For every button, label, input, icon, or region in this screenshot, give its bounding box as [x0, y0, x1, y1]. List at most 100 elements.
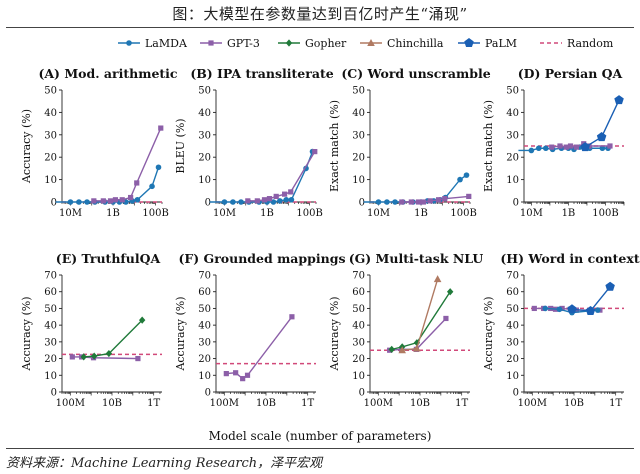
y-tick-label: 0: [205, 388, 211, 399]
data-point: [76, 199, 82, 205]
legend-item-gopher: Gopher: [278, 37, 347, 50]
series-line: [93, 127, 162, 202]
data-point: [138, 316, 146, 324]
data-point: [283, 196, 290, 203]
panel-f-grounded-mappings: (F) Grounded mappings Accuracy (%) 0 10 20 30…: [174, 251, 346, 409]
chart-panels: (A) Mod. arithmetic Accuracy (%) 0 10 20 30 40…: [20, 66, 640, 409]
data-point: [134, 196, 141, 203]
data-point: [80, 353, 87, 361]
data-point: [107, 198, 114, 204]
y-tick-label: 70: [506, 271, 519, 282]
y-tick-label: 50: [506, 304, 519, 315]
data-point: [289, 314, 295, 320]
data-point: [67, 199, 74, 205]
data-point: [457, 176, 463, 183]
y-tick-label: 60: [352, 287, 365, 298]
y-tick-label: 0: [205, 198, 211, 209]
panel-a-mod-arithmetic: (A) Mod. arithmetic Accuracy (%) 0 10 20 30 40…: [20, 66, 178, 219]
panel-title: (F) Grounded mappings: [178, 251, 345, 266]
legend-marker-palm: [464, 38, 474, 48]
y-tick-label: 0: [513, 198, 519, 209]
data-point: [427, 198, 433, 204]
y-tick-label: 10: [44, 371, 57, 382]
data-point: [614, 95, 624, 105]
data-point: [433, 275, 442, 283]
x-tick-label: 1B: [562, 208, 576, 219]
series-line: [83, 319, 143, 358]
x-tick-label: 10B: [564, 398, 584, 409]
data-point: [557, 143, 563, 149]
series-line: [72, 356, 138, 360]
data-point: [134, 180, 140, 186]
data-point: [245, 198, 251, 204]
legend-item-chinchilla: Chinchilla: [360, 37, 444, 50]
data-point: [585, 305, 596, 315]
data-point: [119, 197, 125, 203]
legend-marker-lamda: [126, 40, 132, 46]
y-tick-label: 40: [506, 108, 519, 119]
data-point: [392, 199, 398, 205]
panel-g-multi-task-nlu: (G) Multi-task NLU Accuracy (%) 0 10 20 30 40 5…: [328, 251, 483, 409]
y-tick-label: 0: [51, 388, 57, 399]
data-point: [91, 198, 97, 204]
y-tick-label: 40: [198, 108, 211, 119]
y-axis-label: BLEU (%): [174, 118, 187, 173]
footer-divider: [6, 448, 634, 449]
series-gpt-3: [399, 193, 472, 205]
y-axis-label: Accuracy (%): [20, 296, 33, 371]
x-tick-label: 1T: [147, 398, 160, 409]
y-tick-label: 40: [44, 108, 57, 119]
y-tick-label: 10: [352, 371, 365, 382]
data-point: [580, 142, 590, 152]
series-line: [402, 278, 439, 351]
x-tick-label: 1T: [609, 398, 622, 409]
data-point: [412, 344, 421, 352]
series-palm: [567, 281, 615, 315]
panel-title: (G) Multi-task NLU: [349, 251, 484, 266]
x-tick-label: 1B: [414, 208, 428, 219]
data-point: [531, 305, 537, 312]
y-tick-label: 0: [359, 388, 365, 399]
y-tick-label: 30: [198, 337, 211, 348]
y-tick-label: 70: [198, 271, 211, 282]
y-tick-label: 30: [44, 337, 57, 348]
figure-title: 图：大模型在参数量达到百亿时产生“涌现”: [172, 5, 468, 23]
y-tick-label: 50: [352, 86, 365, 97]
y-tick-label: 70: [352, 271, 365, 282]
data-point: [261, 197, 268, 203]
data-point: [375, 199, 382, 205]
panel-title: (C) Word unscramble: [341, 66, 490, 81]
legend-marker-chinchilla: [367, 39, 375, 46]
panel-e-truthfulqa: (E) TruthfulQA Accuracy (%) 0 10 20 30 40 50 60 7…: [20, 251, 162, 409]
y-tick-label: 10: [198, 175, 211, 186]
y-tick-label: 50: [198, 86, 211, 97]
y-tick-label: 30: [506, 337, 519, 348]
series-line: [391, 291, 451, 351]
y-tick-label: 10: [44, 175, 57, 186]
data-point: [567, 304, 577, 314]
series-gpt-3: [223, 314, 295, 382]
y-tick-label: 60: [198, 287, 211, 298]
legend-marker-gpt-3: [208, 40, 214, 46]
x-tick-label: 10B: [102, 398, 122, 409]
panel-title: (D) Persian QA: [518, 66, 623, 81]
x-tick-label: 100B: [296, 208, 322, 219]
series-gopher: [80, 316, 146, 361]
y-tick-label: 20: [352, 153, 365, 164]
data-point: [567, 143, 574, 149]
data-point: [542, 305, 549, 312]
data-point: [84, 199, 90, 205]
x-tick-label: 10M: [213, 208, 236, 219]
y-tick-label: 10: [352, 175, 365, 186]
series-gpt-3: [91, 125, 164, 204]
x-tick-label: 100M: [56, 398, 85, 409]
y-tick-label: 40: [506, 321, 519, 332]
series-line: [226, 316, 293, 380]
panel-h-word-in-context: (H) Word in context Accuracy (%) 0 10 20 30 40…: [482, 251, 640, 409]
y-tick-label: 60: [506, 287, 519, 298]
x-axis-label: Model scale (number of parameters): [209, 429, 432, 443]
data-point: [549, 144, 555, 150]
x-tick-label: 1B: [260, 208, 274, 219]
data-point: [599, 145, 606, 152]
series-line: [247, 151, 316, 202]
